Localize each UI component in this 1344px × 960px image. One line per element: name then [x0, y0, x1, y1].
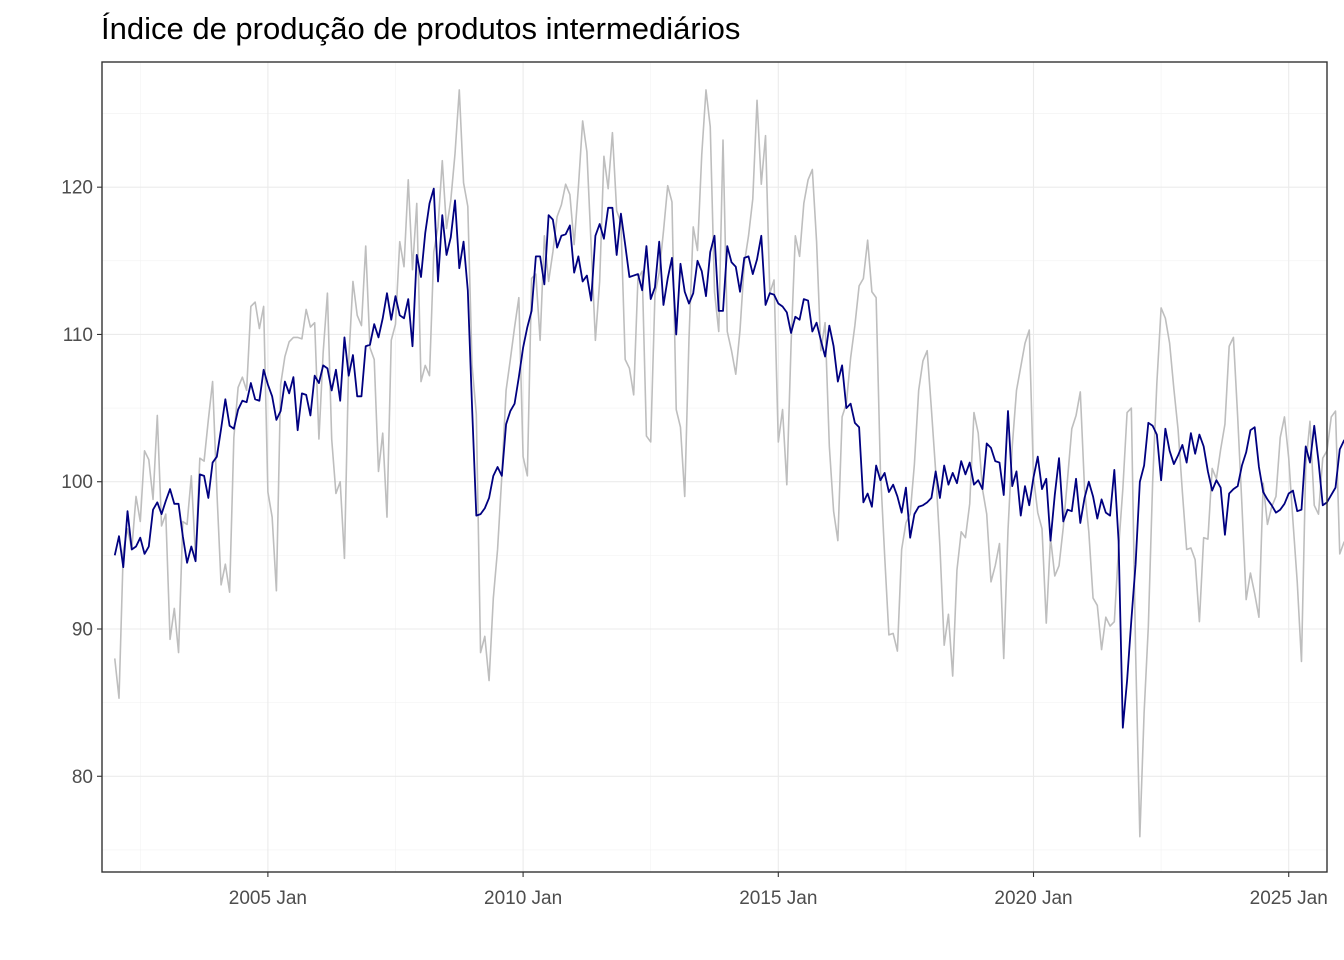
y-tick-label: 110: [63, 325, 93, 346]
x-tick-label: 2005 Jan: [229, 888, 307, 909]
x-tick-label: 2015 Jan: [739, 888, 817, 909]
series-lines: [113, 89, 1344, 838]
x-tick-label: 2025 Jan: [1250, 888, 1328, 909]
axes: 80 90 100 110 120 2005 Jan 2010 Jan 2015 Jan 202…: [61, 178, 1328, 909]
series-line-adjusted: [113, 187, 1344, 729]
x-tick-label: 2010 Jan: [484, 888, 562, 909]
y-tick-label: 100: [61, 472, 93, 493]
y-tick-label: 80: [72, 767, 93, 788]
x-tick-label: 2020 Jan: [994, 888, 1072, 909]
chart-title: Índice de produção de produtos intermedi…: [101, 11, 740, 46]
y-tick-label: 90: [72, 620, 93, 641]
series-line-original: [113, 89, 1344, 838]
y-tick-label: 120: [61, 178, 93, 199]
plot-panel-border: [101, 61, 1328, 873]
